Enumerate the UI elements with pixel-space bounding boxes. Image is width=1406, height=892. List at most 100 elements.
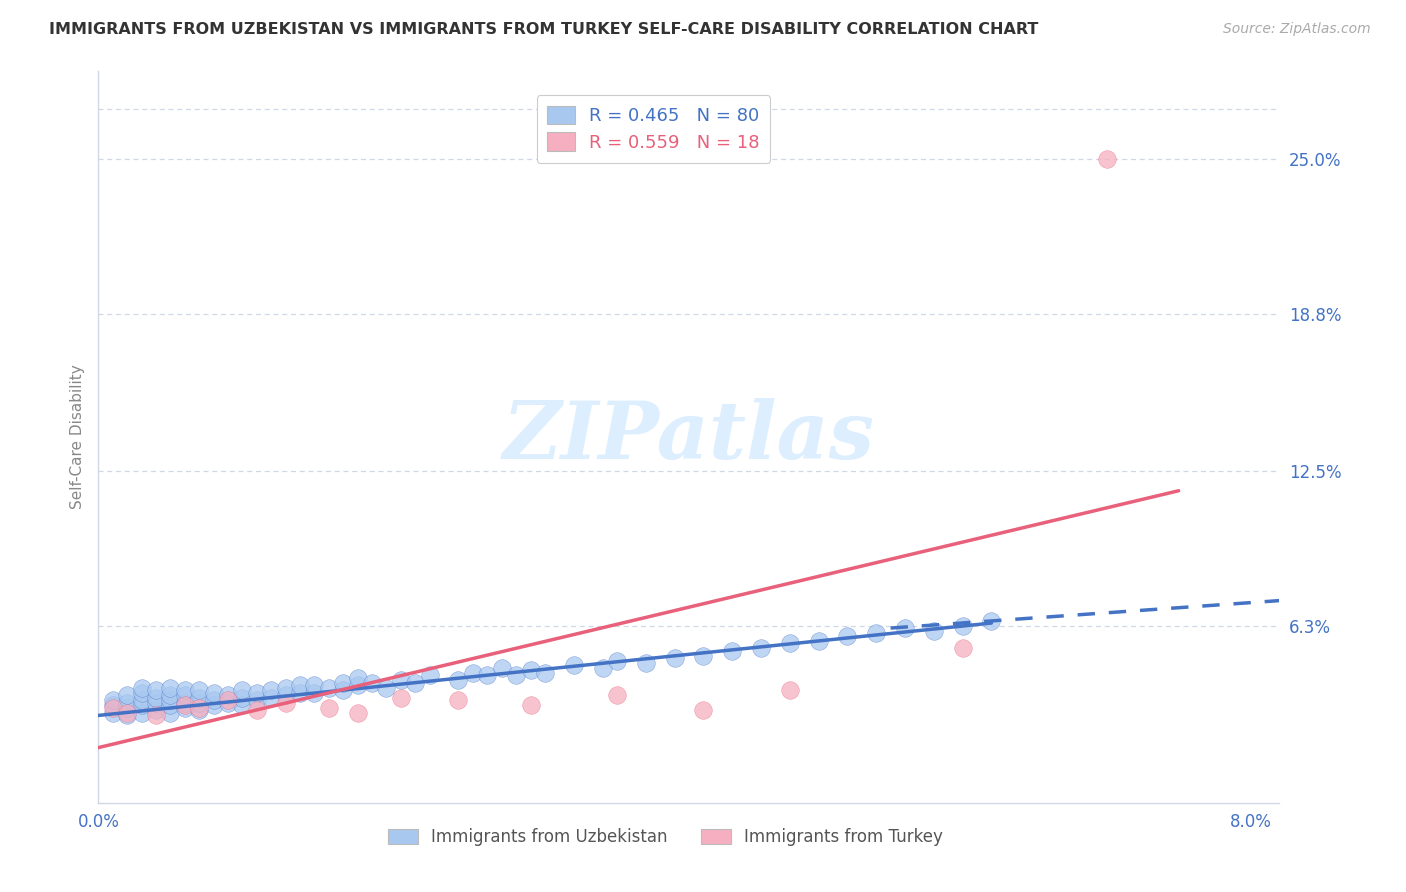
Point: [173, 696, 195, 710]
Point: [260, 683, 283, 698]
Point: [173, 701, 195, 715]
Point: [304, 686, 326, 700]
Point: [115, 701, 138, 715]
Point: [188, 683, 211, 698]
Point: [115, 689, 138, 703]
Point: [461, 665, 484, 680]
Point: [115, 696, 138, 710]
Point: [188, 703, 211, 717]
Point: [101, 701, 124, 715]
Point: [288, 678, 311, 692]
Point: [115, 706, 138, 720]
Point: [260, 690, 283, 705]
Point: [145, 690, 167, 705]
Point: [318, 701, 340, 715]
Point: [375, 681, 398, 695]
Point: [188, 701, 211, 715]
Point: [217, 689, 239, 703]
Point: [807, 633, 830, 648]
Point: [159, 681, 181, 695]
Point: [534, 665, 557, 680]
Point: [562, 658, 585, 673]
Text: ZIPatlas: ZIPatlas: [503, 399, 875, 475]
Point: [217, 696, 239, 710]
Point: [592, 661, 614, 675]
Point: [505, 668, 527, 682]
Point: [231, 690, 253, 705]
Point: [318, 681, 340, 695]
Point: [865, 626, 887, 640]
Point: [202, 686, 225, 700]
Point: [922, 624, 945, 638]
Point: [145, 708, 167, 723]
Point: [749, 640, 772, 655]
Point: [519, 664, 541, 678]
Point: [1095, 152, 1118, 166]
Point: [131, 693, 153, 707]
Point: [101, 693, 124, 707]
Point: [159, 698, 181, 713]
Point: [419, 668, 441, 682]
Point: [231, 683, 253, 698]
Point: [721, 643, 744, 657]
Point: [952, 618, 974, 632]
Point: [634, 656, 657, 670]
Point: [145, 703, 167, 717]
Point: [332, 676, 354, 690]
Point: [101, 706, 124, 720]
Point: [246, 693, 269, 707]
Point: [332, 683, 354, 698]
Point: [159, 706, 181, 720]
Point: [217, 693, 239, 707]
Y-axis label: Self-Care Disability: Self-Care Disability: [69, 365, 84, 509]
Point: [346, 706, 368, 720]
Text: IMMIGRANTS FROM UZBEKISTAN VS IMMIGRANTS FROM TURKEY SELF-CARE DISABILITY CORREL: IMMIGRANTS FROM UZBEKISTAN VS IMMIGRANTS…: [49, 22, 1039, 37]
Point: [274, 689, 297, 703]
Point: [389, 673, 412, 688]
Point: [159, 693, 181, 707]
Point: [231, 698, 253, 713]
Point: [304, 678, 326, 692]
Point: [246, 686, 269, 700]
Point: [274, 696, 297, 710]
Point: [188, 696, 211, 710]
Point: [274, 681, 297, 695]
Legend: Immigrants from Uzbekistan, Immigrants from Turkey: Immigrants from Uzbekistan, Immigrants f…: [381, 822, 949, 853]
Point: [664, 651, 686, 665]
Point: [779, 636, 801, 650]
Point: [606, 653, 628, 667]
Point: [159, 689, 181, 703]
Point: [202, 698, 225, 713]
Point: [491, 661, 513, 675]
Point: [145, 683, 167, 698]
Point: [131, 706, 153, 720]
Point: [188, 690, 211, 705]
Point: [115, 708, 138, 723]
Point: [346, 678, 368, 692]
Point: [131, 681, 153, 695]
Point: [447, 693, 470, 707]
Point: [389, 690, 412, 705]
Point: [477, 668, 499, 682]
Point: [837, 628, 859, 642]
Point: [519, 698, 541, 713]
Point: [952, 640, 974, 655]
Point: [404, 676, 426, 690]
Point: [202, 693, 225, 707]
Point: [361, 676, 384, 690]
Point: [447, 673, 470, 688]
Point: [173, 698, 195, 713]
Point: [131, 686, 153, 700]
Point: [894, 621, 917, 635]
Point: [779, 683, 801, 698]
Point: [131, 698, 153, 713]
Point: [246, 703, 269, 717]
Point: [980, 614, 1002, 628]
Point: [692, 703, 714, 717]
Point: [692, 648, 714, 663]
Point: [173, 689, 195, 703]
Point: [101, 698, 124, 713]
Point: [288, 686, 311, 700]
Point: [346, 671, 368, 685]
Point: [173, 683, 195, 698]
